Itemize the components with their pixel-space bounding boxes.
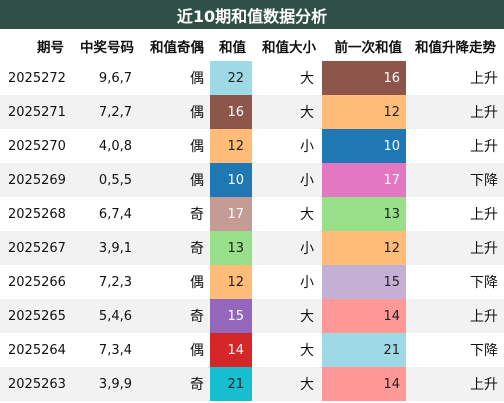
table-title-text: 近10期和值数据分析 [176,6,328,26]
sum-trend-cell: 上升 [470,309,498,325]
sum-size-cell: 小 [300,241,314,257]
sum-cell: 14 [210,333,252,367]
winning-numbers-cell: 7,3,4 [98,342,132,358]
sum-trend-cell: 上升 [470,377,498,393]
table-row: 2025269 0,5,5 偶 10 小 17 下降 [0,163,504,197]
sum-trend-cell: 上升 [470,71,498,87]
header-sum: 和值 [219,40,246,56]
sum-trend-cell: 上升 [470,105,498,121]
sum-parity-cell: 偶 [190,343,204,359]
previous-sum-cell: 13 [322,197,406,231]
table-header: 期号 中奖号码 和值奇偶 和值 和值大小 前一次和值 和值升降走势 [0,31,504,61]
sum-trend-cell: 下降 [470,275,498,291]
header-sum-trend: 和值升降走势 [415,40,496,56]
winning-numbers-cell: 3,9,9 [98,376,132,392]
winning-numbers-cell: 7,2,3 [98,274,132,290]
sum-cell: 22 [210,61,252,95]
issue-cell: 2025272 [8,70,66,86]
sum-cell: 10 [210,163,252,197]
sum-size-cell: 大 [300,71,314,87]
winning-numbers-cell: 9,6,7 [98,70,132,86]
previous-sum-cell: 14 [322,367,406,401]
sum-cell: 15 [210,299,252,333]
header-sum-parity: 和值奇偶 [150,40,204,56]
sum-cell: 13 [210,231,252,265]
sum-size-cell: 大 [300,377,314,393]
header-issue: 期号 [37,40,64,56]
sum-size-cell: 大 [300,343,314,359]
previous-sum-cell: 16 [322,61,406,95]
winning-numbers-cell: 6,7,4 [98,206,132,222]
sum-parity-cell: 偶 [190,173,204,189]
sum-trend-cell: 下降 [470,343,498,359]
winning-numbers-cell: 5,4,6 [98,308,132,324]
sum-cell: 21 [210,367,252,401]
sum-cell: 12 [210,265,252,299]
header-sum-size: 和值大小 [262,40,316,56]
winning-numbers-cell: 3,9,1 [98,240,132,256]
sum-cell: 16 [210,95,252,129]
previous-sum-cell: 12 [322,95,406,129]
header-winning-numbers: 中奖号码 [80,40,134,56]
previous-sum-cell: 12 [322,231,406,265]
table-row: 2025272 9,6,7 偶 22 大 16 上升 [0,61,504,95]
table-row: 2025267 3,9,1 奇 13 小 12 上升 [0,231,504,265]
sum-size-cell: 小 [300,275,314,291]
sum-size-cell: 大 [300,207,314,223]
sum-size-cell: 大 [300,105,314,121]
sum-trend-cell: 上升 [470,139,498,155]
sum-parity-cell: 偶 [190,71,204,87]
winning-numbers-cell: 7,2,7 [98,104,132,120]
sum-cell: 12 [210,129,252,163]
sum-size-cell: 小 [300,139,314,155]
table-title: 近10期和值数据分析 [0,0,504,29]
previous-sum-cell: 10 [322,129,406,163]
table-row: 2025264 7,3,4 偶 14 大 21 下降 [0,333,504,367]
table-row: 2025271 7,2,7 偶 16 大 12 上升 [0,95,504,129]
sum-parity-cell: 偶 [190,105,204,121]
table-row: 2025266 7,2,3 偶 12 小 15 下降 [0,265,504,299]
title-divider [0,29,504,31]
issue-cell: 2025264 [8,342,66,358]
previous-sum-cell: 14 [322,299,406,333]
sum-size-cell: 小 [300,173,314,189]
table-row: 2025263 3,9,9 奇 21 大 14 上升 [0,367,504,401]
issue-cell: 2025265 [8,308,66,324]
table-row: 2025265 5,4,6 奇 15 大 14 上升 [0,299,504,333]
issue-cell: 2025266 [8,274,66,290]
sum-cell: 17 [210,197,252,231]
table-row: 2025270 4,0,8 偶 12 小 10 上升 [0,129,504,163]
winning-numbers-cell: 0,5,5 [98,172,132,188]
sum-trend-cell: 上升 [470,241,498,257]
previous-sum-cell: 21 [322,333,406,367]
winning-numbers-cell: 4,0,8 [98,138,132,154]
issue-cell: 2025269 [8,172,66,188]
sum-parity-cell: 偶 [190,139,204,155]
issue-cell: 2025267 [8,240,66,256]
sum-parity-cell: 奇 [190,207,204,223]
issue-cell: 2025263 [8,376,66,392]
table-row: 2025268 6,7,4 奇 17 大 13 上升 [0,197,504,231]
header-previous-sum: 前一次和值 [334,40,403,56]
issue-cell: 2025268 [8,206,66,222]
sum-parity-cell: 偶 [190,275,204,291]
previous-sum-cell: 17 [322,163,406,197]
sum-trend-cell: 下降 [470,173,498,189]
sum-parity-cell: 奇 [190,377,204,393]
sum-parity-cell: 奇 [190,309,204,325]
previous-sum-cell: 15 [322,265,406,299]
sum-trend-cell: 上升 [470,207,498,223]
issue-cell: 2025271 [8,104,66,120]
issue-cell: 2025270 [8,138,66,154]
sum-size-cell: 大 [300,309,314,325]
sum-parity-cell: 奇 [190,241,204,257]
